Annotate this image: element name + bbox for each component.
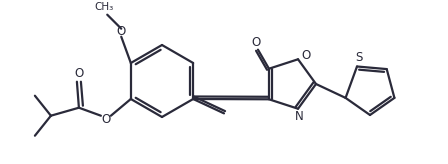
Text: O: O bbox=[251, 36, 261, 49]
Text: N: N bbox=[295, 110, 303, 123]
Text: O: O bbox=[302, 49, 310, 62]
Text: O: O bbox=[116, 25, 126, 38]
Text: S: S bbox=[355, 51, 363, 64]
Text: O: O bbox=[74, 67, 83, 80]
Text: O: O bbox=[101, 113, 111, 126]
Text: CH₃: CH₃ bbox=[95, 2, 114, 12]
